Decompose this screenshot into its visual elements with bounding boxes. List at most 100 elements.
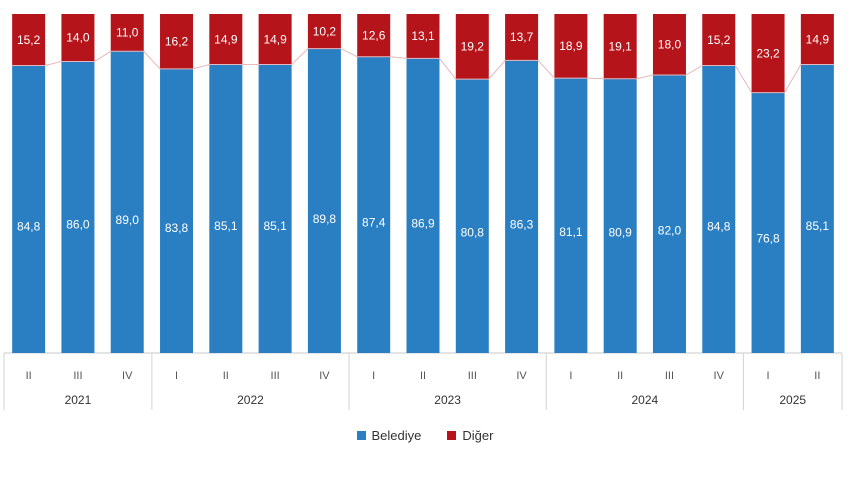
- bar-diger: [357, 14, 391, 57]
- data-label-diger: 14,9: [214, 32, 238, 46]
- legend-label-diger: Diğer: [462, 428, 494, 443]
- data-label-diger: 15,2: [17, 33, 41, 47]
- bar-diger: [603, 14, 637, 79]
- bar-belediye: [505, 60, 539, 354]
- legend-item-diger: Diğer: [447, 428, 493, 443]
- bar-belediye: [160, 68, 194, 353]
- data-label-diger: 14,0: [66, 31, 90, 45]
- data-label-diger: 13,7: [510, 30, 534, 44]
- data-label-belediye: 85,1: [214, 219, 238, 233]
- x-tick-label: II: [617, 370, 623, 382]
- series-connector-line: [12, 48, 834, 94]
- x-tick-label: I: [175, 370, 178, 382]
- bar-belediye: [554, 78, 588, 354]
- legend-label-belediye: Belediye: [371, 428, 422, 443]
- data-label-belediye: 85,1: [263, 219, 287, 233]
- legend-swatch-diger: [447, 431, 457, 440]
- data-label-belediye: 81,1: [559, 225, 583, 239]
- data-label-diger: 14,9: [263, 32, 287, 46]
- bar-belediye: [751, 92, 785, 353]
- bar-diger: [702, 14, 736, 66]
- x-tick-label: II: [814, 370, 820, 382]
- data-label-belediye: 86,3: [510, 217, 534, 231]
- year-group-label: 2021: [65, 393, 92, 407]
- x-tick-label: IV: [516, 370, 527, 382]
- bar-diger: [160, 14, 194, 69]
- data-label-belediye: 86,0: [66, 218, 90, 232]
- data-label-diger: 10,2: [313, 24, 337, 38]
- data-label-belediye: 89,8: [313, 212, 337, 226]
- legend-item-belediye: Belediye: [356, 428, 422, 443]
- x-tick-label: II: [420, 370, 426, 382]
- legend: Belediye Diğer: [0, 428, 850, 443]
- data-label-belediye: 83,8: [165, 221, 189, 235]
- data-label-belediye: 80,8: [461, 225, 485, 239]
- year-group-label: 2025: [779, 393, 806, 407]
- data-label-diger: 13,1: [411, 29, 435, 43]
- bar-belediye: [800, 64, 834, 354]
- x-tick-label: III: [468, 370, 477, 382]
- x-tick-label: IV: [122, 370, 133, 382]
- data-label-diger: 12,6: [362, 28, 386, 42]
- bar-belediye: [406, 58, 440, 354]
- data-label-belediye: 86,9: [411, 216, 435, 230]
- year-group-label: 2022: [237, 393, 264, 407]
- bar-belediye: [110, 51, 144, 353]
- bar-diger: [258, 14, 292, 65]
- bar-diger: [800, 14, 834, 65]
- bar-diger: [61, 14, 95, 62]
- bar-diger: [406, 14, 440, 59]
- x-tick-label: IV: [714, 370, 725, 382]
- data-label-belediye: 84,8: [707, 220, 731, 234]
- data-label-belediye: 80,9: [608, 225, 632, 239]
- x-tick-label: III: [73, 370, 82, 382]
- bar-diger: [455, 14, 489, 80]
- year-group-label: 2024: [631, 393, 658, 407]
- bar-belediye: [357, 56, 391, 354]
- bar-diger: [652, 14, 686, 76]
- x-tick-label: III: [665, 370, 674, 382]
- data-label-diger: 19,2: [461, 40, 485, 54]
- bar-belediye: [652, 75, 686, 354]
- bar-belediye: [307, 48, 341, 353]
- data-label-belediye: 85,1: [806, 219, 830, 233]
- bar-diger: [554, 14, 588, 79]
- bar-diger: [12, 14, 46, 66]
- legend-swatch-belediye: [356, 431, 366, 440]
- x-tick-label: I: [569, 370, 572, 382]
- bar-diger: [505, 14, 539, 61]
- year-group-label: 2023: [434, 393, 461, 407]
- bar-belediye: [61, 61, 95, 354]
- data-label-belediye: 87,4: [362, 216, 386, 230]
- x-tick-label: II: [223, 370, 229, 382]
- data-label-belediye: 89,0: [116, 213, 140, 227]
- data-label-diger: 18,0: [658, 38, 682, 52]
- data-label-belediye: 76,8: [756, 231, 780, 245]
- data-label-diger: 18,9: [559, 39, 583, 53]
- bar-belediye: [702, 65, 736, 353]
- bar-belediye: [258, 64, 292, 354]
- bar-belediye: [455, 79, 489, 353]
- data-label-belediye: 82,0: [658, 224, 682, 238]
- x-tick-label: I: [372, 370, 375, 382]
- bar-belediye: [209, 64, 243, 354]
- x-tick-label: II: [26, 370, 32, 382]
- data-label-diger: 16,2: [165, 34, 189, 48]
- bar-belediye: [603, 78, 637, 354]
- data-label-diger: 11,0: [116, 26, 139, 40]
- data-label-diger: 15,2: [707, 33, 731, 47]
- x-tick-label: I: [767, 370, 770, 382]
- data-label-belediye: 84,8: [17, 220, 41, 234]
- data-label-diger: 23,2: [756, 46, 780, 60]
- bar-diger: [307, 14, 341, 49]
- bar-diger: [209, 14, 243, 65]
- x-tick-label: III: [271, 370, 280, 382]
- data-label-diger: 14,9: [806, 32, 830, 46]
- bar-belediye: [12, 65, 46, 353]
- data-label-diger: 19,1: [608, 39, 632, 53]
- bar-diger: [110, 14, 144, 52]
- bar-diger: [751, 14, 785, 93]
- x-tick-label: IV: [319, 370, 330, 382]
